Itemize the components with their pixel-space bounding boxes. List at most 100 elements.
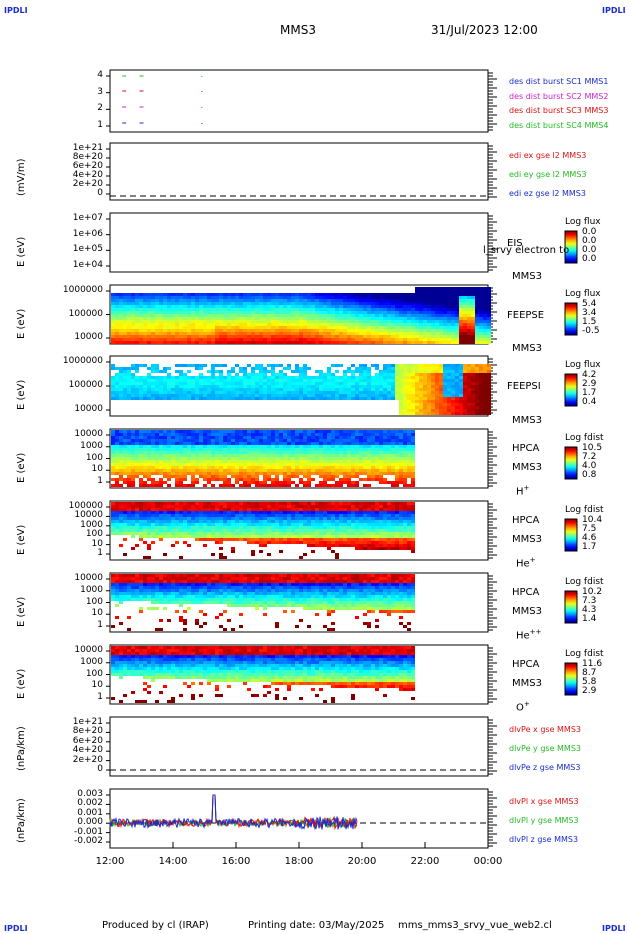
y-tick-label-feepse: 10000 [74,332,103,342]
y-tick-label-divpi: 0.003 [77,789,103,799]
y-axis-label-hpca_he: E (eV) [16,524,27,555]
legend-entry-divpi: dlvPl x gse MMS3 [509,797,579,806]
datetime-title: 31/Jul/2023 12:00 [431,23,538,37]
instrument-label-hpca_o: HPCA [512,659,540,670]
colorbar-title-feepse: Log flux [565,289,601,299]
y-axis-label-hpca_o: E (eV) [16,668,27,699]
colorbar-value-feepsi: 2.9 [582,379,597,389]
divpi-series-line [109,794,358,831]
colorbar-value-hpca_o: 8.7 [582,668,597,678]
species-charge-hpca_he: + [529,556,536,564]
y-tick-label-hpca_he: 10000 [74,510,103,521]
y-tick-label-hpca_o: 100 [85,668,103,679]
colorbar-value-hpca_he: 7.5 [582,524,597,534]
colorbar-value-eis: 0.0 [582,245,597,255]
panel-frame-burst [109,69,489,133]
y-tick-label-hpca_hepp: 10000 [74,573,103,583]
colorbar-value-feepse: -0.5 [582,326,600,336]
y-tick-label-edi: 2e+20 [72,179,103,189]
y-tick-label-hpca_hepp: 1000 [80,584,103,595]
colorbar-hpca_hepp [564,590,578,624]
y-tick-label-hpca_h: 100 [85,452,103,463]
colorbar-value-eis: 0.0 [582,254,597,264]
colorbar-value-feepse: 3.4 [582,308,597,318]
spacecraft-label-hpca_he: MMS3 [512,534,542,545]
x-tick-label: 22:00 [410,856,440,867]
y-tick-label-eis: 1e+06 [72,228,103,239]
y-tick-label-feepse: 100000 [68,308,103,319]
colorbar-hpca_h [564,446,578,480]
spacecraft-label-hpca_o: MMS3 [512,678,542,689]
species-charge-hpca_h: + [523,484,530,492]
legend-entry-divpe: dlvPe z gse MMS3 [509,763,581,772]
species-label-hpca_o: O+ [516,700,530,714]
y-tick-label-hpca_he: 1000 [80,519,103,530]
y-tick-label-burst: 4 [97,70,103,80]
colorbar-value-hpca_he: 1.7 [582,542,597,552]
spectrogram-hpca_hepp [111,574,415,631]
y-tick-label-hpca_o: 10000 [74,645,103,655]
spectrogram-feepse [111,287,491,344]
y-tick-label-hpca_he: 10 [91,538,103,549]
mission-title: MMS3 [280,23,316,37]
legend-entry-burst: des dist burst SC3 MMS3 [509,106,609,115]
colorbar-title-feepsi: Log flux [565,360,601,370]
colorbar-value-hpca_he: 4.6 [582,533,597,543]
colorbar-title-hpca_hepp: Log fdist [565,577,604,587]
colorbar-value-hpca_hepp: 4.3 [582,605,597,615]
colorbar-value-hpca_o: 5.8 [582,677,597,687]
y-tick-label-burst: 1 [97,120,103,130]
colorbar-value-hpca_hepp: 1.4 [582,614,597,624]
y-tick-label-feepsi: 100000 [68,380,103,390]
colorbar-title-hpca_o: Log fdist [565,649,604,659]
colorbar-feepse [564,302,578,336]
y-tick-label-eis: 1e+07 [72,213,103,223]
y-axis-label-hpca_hepp: E (eV) [16,596,27,627]
legend-entry-edi: edi ex gse l2 MMS3 [509,151,587,160]
y-tick-label-edi: 1e+21 [72,143,103,153]
colorbar-title-hpca_he: Log fdist [565,505,604,515]
y-axis-label-feepsi: E (eV) [16,379,27,410]
y-tick-label-hpca_o: 1 [97,692,103,702]
colorbar-eis [564,230,578,264]
y-tick-label-hpca_h: 10 [91,464,103,475]
panel-frame-eis [109,212,489,273]
colorbar-title-eis: Log flux [565,217,601,227]
legend-entry-divpi: dlvPl z gse MMS3 [509,835,579,844]
y-tick-label-edi: 8e+20 [72,152,103,162]
y-tick-label-divpe: 0 [97,764,103,774]
corner-label-bottom-right: IPDLI [602,924,626,933]
y-tick-label-divpi: 0.002 [77,798,103,809]
colorbar-value-hpca_he: 10.4 [582,515,603,525]
instrument-label-feepsi: FEEPSI [507,381,541,392]
spacecraft-label-hpca_hepp: MMS3 [512,606,542,617]
y-tick-label-hpca_he: 100 [85,529,103,540]
colorbar-value-hpca_h: 10.5 [582,443,603,453]
colorbar-value-hpca_h: 7.2 [582,452,597,462]
instrument-label-feepse: FEEPSE [507,310,545,321]
y-tick-label-edi: 0 [97,188,103,198]
y-tick-label-feepsi: 10000 [74,404,103,414]
legend-entry-edi: edi ey gse l2 MMS3 [509,170,587,179]
y-tick-label-feepsi: 1000000 [62,356,103,366]
colorbar-value-feepsi: 1.7 [582,388,597,398]
colorbar-value-hpca_o: 11.6 [582,659,603,669]
colorbar-value-hpca_o: 2.9 [582,686,597,696]
y-tick-label-hpca_o: 10 [91,680,103,691]
spacecraft-label-eis: MMS3 [512,271,542,282]
legend-entry-burst: des dist burst SC2 MMS2 [509,91,609,101]
spectrogram-hpca_he [111,502,415,559]
y-axis-label-feepse: E (eV) [16,308,27,339]
y-tick-label-divpe: 2e+20 [72,754,103,765]
species-charge-hpca_hepp: ++ [529,628,542,636]
y-axis-label-edi: (mV/m) [16,158,27,196]
panel-frame-edi [109,142,489,201]
colorbar-value-hpca_hepp: 10.2 [582,587,603,597]
corner-label-top-left: IPDLI [4,6,28,15]
y-tick-label-divpi: 0.001 [77,807,103,818]
y-tick-label-edi: 4e+20 [72,170,103,180]
y-tick-label-divpe: 4e+20 [72,745,103,756]
spacecraft-label-feepse: MMS3 [512,343,542,354]
y-tick-label-eis: 1e+05 [72,244,103,255]
